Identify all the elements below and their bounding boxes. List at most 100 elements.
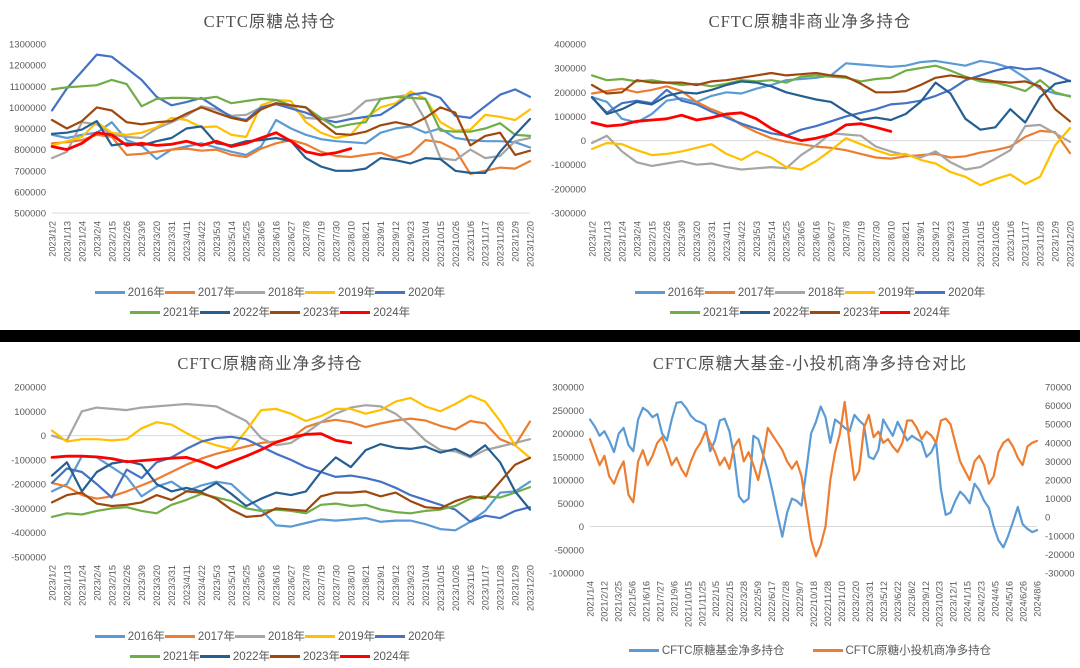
x-axis-tick-label: 2021/6/16: [641, 581, 651, 622]
series-line-2024年: [50, 432, 353, 470]
legend-item: 2017年: [164, 628, 235, 644]
x-axis-tick-label: 2023/1/24: [77, 221, 87, 262]
x-axis-tick-label: 2023/1/13: [62, 565, 72, 606]
chart-legend: 2016年 2017年 2018年 2019年 2020年 2021年 2022年 2023年…: [540, 284, 1080, 320]
y-axis-tick-label: -300000: [551, 209, 586, 220]
x-axis-tick-label: 2023/9/1: [376, 221, 386, 257]
legend-label: 2019年: [338, 287, 376, 299]
x-axis-tick-label: 2023/6/27: [287, 221, 297, 262]
y-axis-tick-label: 400000: [554, 40, 586, 51]
legend-label: 2018年: [267, 287, 306, 299]
x-axis-tick-label: 2023/12/20: [1066, 221, 1076, 267]
legend-label: 2016年: [127, 631, 165, 643]
x-axis-tick-label: 2023/5/3: [212, 565, 222, 601]
legend-item: 2023年: [270, 648, 340, 664]
legend-swatch: [375, 634, 406, 638]
chart-cftc-commercial-net-long: CFTC原糖商业净多持仓 200000 100000 0 -100000 -200000…: [0, 342, 540, 668]
legend-item: 2018年: [774, 284, 845, 300]
legend-item: 2023年: [810, 304, 880, 320]
x-axis-tick-label: 2023/6/16: [272, 221, 282, 262]
x-axis-tick-label: 2023/11/28: [496, 565, 506, 610]
legend-item: 2024年: [340, 304, 410, 320]
legend-swatch: [340, 654, 371, 658]
series-line-2023年: [50, 102, 532, 156]
legend-swatch: [704, 290, 735, 294]
x-axis-tick-label: 2023/9/1: [916, 221, 926, 257]
legend-item: 2020年: [915, 284, 985, 300]
y-axis-tick-label: -300000: [11, 504, 46, 515]
legend-swatch: [270, 310, 300, 314]
series-line-2022年: [50, 117, 532, 174]
x-axis-tick-label: 2023/10/26: [451, 565, 461, 611]
legend-label: 2017年: [737, 287, 775, 299]
legend-label: 2020年: [408, 287, 446, 299]
x-axis-tick-label: 2023/3/9: [137, 221, 147, 257]
x-axis-tick-label: 2023/4/11: [722, 221, 732, 261]
series-line-2017年: [50, 417, 532, 500]
series-line-CFTC原糖小投机商净多持仓: [588, 400, 1039, 558]
x-axis-tick-label: 2023/6/5: [257, 221, 267, 257]
x-axis-tick-label: 2023/2/4: [632, 221, 642, 257]
y-axis-tick-label: 300000: [554, 64, 586, 75]
x-axis-tick-label: 2023/9/23: [946, 221, 956, 262]
legend-swatch: [199, 310, 230, 314]
x-axis-tick-label: 2023/2/15: [107, 565, 117, 606]
x-axis-tick-label: 2023/12/9: [511, 565, 521, 606]
legend-item: 2017年: [704, 284, 775, 300]
legend-label: 2020年: [948, 287, 986, 299]
x-axis-tick-label: 2021/2/12: [599, 581, 609, 622]
x-axis-tick-label: 2023/8/2: [907, 581, 917, 617]
x-axis-tick-label: 2023/6/16: [812, 221, 822, 262]
legend-row: CFTC原糖基金净多持仓 CFTC原糖小投机商净多持仓: [615, 642, 1005, 658]
legend-item: 2020年: [375, 628, 445, 644]
x-axis-tick-label: 2023/6/5: [257, 565, 267, 601]
legend-label: CFTC原糖小投机商净多持仓: [845, 645, 992, 657]
x-axis-tick-label: 2023/5/14: [227, 221, 237, 262]
x-axis-tick-label: 2023/10/15: [436, 221, 446, 267]
y-axis-right-tick-label: 50000: [1045, 420, 1071, 431]
legend-swatch: [810, 310, 840, 314]
legend-label: 2021年: [702, 307, 740, 319]
y-axis-tick-label: -400000: [11, 528, 46, 539]
x-axis-tick-label: 2023/11/6: [1006, 221, 1016, 261]
x-axis-tick-label: 2023/7/30: [871, 221, 881, 262]
y-axis-right-tick-label: 0: [1045, 513, 1050, 524]
legend-swatch: [845, 290, 876, 294]
x-axis-tick-label: 2023/7/8: [841, 221, 851, 257]
y-axis-tick-label: 1200000: [9, 61, 46, 72]
chart-title: CFTC原糖大基金-小投机商净多持仓对比: [652, 354, 968, 373]
legend-label: CFTC原糖基金净多持仓: [661, 645, 785, 657]
y-axis-tick-label: -50000: [554, 545, 584, 556]
legend-swatch: [305, 634, 336, 638]
series-line-2020年: [590, 65, 1072, 137]
x-axis-tick-label: 2023/1/24: [77, 565, 87, 606]
x-axis-tick-label: 2022/6/17: [767, 581, 777, 622]
legend-swatch: [305, 290, 336, 294]
legend-swatch: [234, 290, 265, 294]
x-axis-tick-label: 2023/4/11: [182, 221, 192, 261]
x-axis-tick-label: 2023/7/8: [301, 565, 311, 601]
chart-title: CFTC原糖非商业净多持仓: [708, 12, 912, 31]
legend-row: 2021年 2022年 2023年 2024年: [669, 304, 950, 320]
x-axis-tick-label: 2023/3/31: [865, 581, 875, 622]
y-axis-tick-label: -500000: [11, 553, 46, 564]
y-axis-tick-label: 0: [41, 431, 46, 442]
y-axis-tick-label: 50000: [558, 499, 584, 510]
y-axis-tick-label: 200000: [554, 88, 586, 99]
x-axis-tick-label: 2023/7/19: [316, 565, 326, 606]
x-axis-tick-label: 2023/1/24: [617, 221, 627, 262]
series-line-2022年: [590, 79, 1072, 131]
legend-label: 2017年: [197, 631, 235, 643]
y-axis-tick-label: 100000: [14, 407, 46, 418]
x-axis-tick-label: 2023/12/20: [526, 565, 536, 611]
legend-label: 2021年: [162, 307, 200, 319]
x-axis-tick-label: 2021/7/27: [655, 581, 665, 622]
x-axis-tick-label: 2023/5/12: [879, 581, 889, 622]
y-axis-tick-label: 600000: [14, 187, 46, 198]
legend-swatch: [915, 290, 946, 294]
legend-item: 2023年: [270, 304, 340, 320]
y-axis-right-tick-label: -20000: [1045, 550, 1075, 561]
x-axis-tick-label: 2023/3/31: [167, 565, 177, 606]
section-divider-bar: [0, 330, 1080, 342]
legend-item: 2022年: [199, 648, 270, 664]
